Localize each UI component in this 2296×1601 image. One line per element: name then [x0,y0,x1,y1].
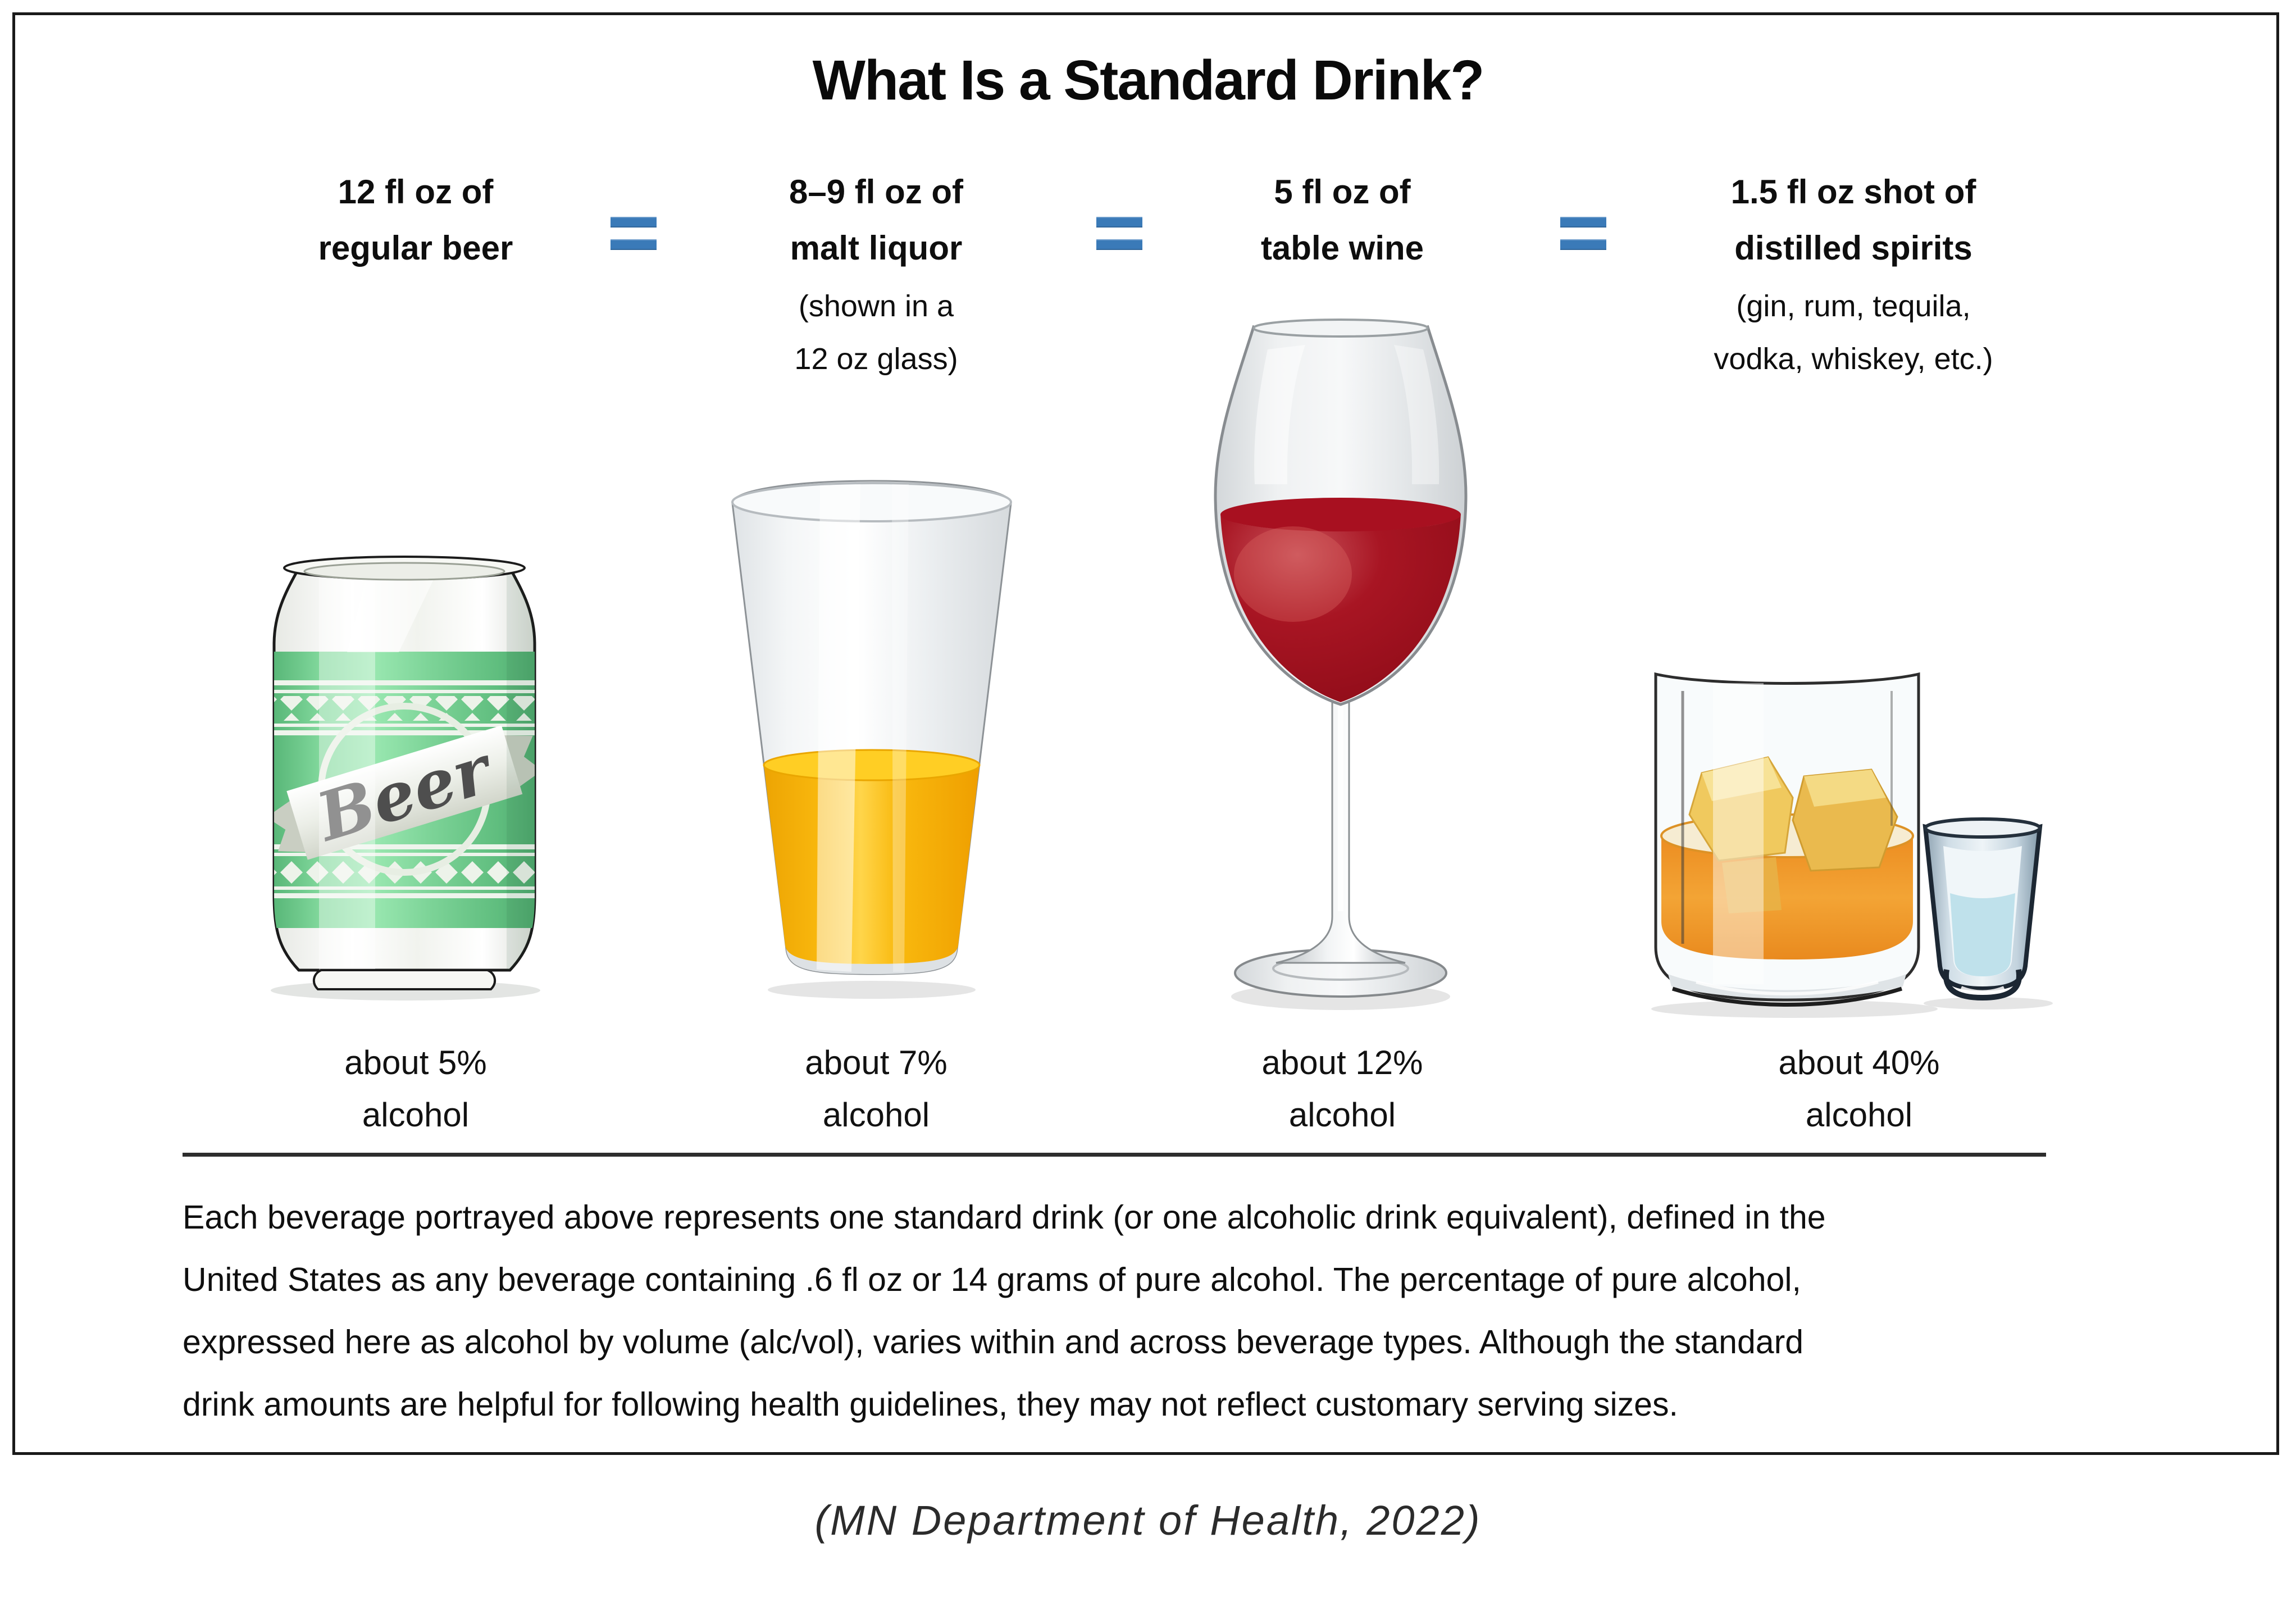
label-spirits-line1: about 40% [1778,1044,1940,1081]
header-beer-line2: regular beer [318,229,513,267]
page-title: What Is a Standard Drink? [812,49,1485,112]
label-wine-alcohol: about 12% alcohol [1157,1036,1528,1141]
shot-glass [1923,817,2043,1001]
malt-liquor-glass-illustration [731,480,1012,999]
label-beer-line1: about 5% [344,1044,487,1081]
header-distilled-spirits: 1.5 fl oz shot of distilled spirits [1640,164,2067,276]
equals-bar-top [1560,217,1606,228]
beer-can-illustration: Beer [271,556,540,1000]
body-text-line: expressed here as alcohol by volume (alc… [183,1323,1804,1361]
equals-bar-top [611,217,657,228]
label-malt-alcohol: about 7% alcohol [694,1036,1059,1141]
equals-icon [1560,217,1606,251]
note-malt-line2: 12 oz glass) [794,342,958,376]
label-wine-line2: alcohol [1288,1096,1396,1134]
header-beer-line1: 12 fl oz of [338,173,494,211]
header-beer: 12 fl oz of regular beer [236,164,595,276]
header-wine-line2: table wine [1260,229,1424,267]
label-spirits-line2: alcohol [1805,1096,1913,1134]
attribution-citation: (MN Department of Health, 2022) [814,1497,1482,1544]
header-wine-line1: 5 fl oz of [1274,173,1411,211]
equals-bar-bottom [1096,239,1142,250]
note-distilled-spirits: (gin, rum, tequila, vodka, whiskey, etc.… [1640,280,2067,385]
label-malt-line2: alcohol [822,1096,930,1134]
equals-bar-bottom [1560,239,1606,250]
equals-bar-bottom [611,239,657,250]
equals-icon [1096,217,1142,251]
body-paragraph: Each beverage portrayed above represents… [183,1186,2126,1436]
spirits-glasses-illustration [1651,672,2053,1018]
note-spirits-line1: (gin, rum, tequila, [1736,289,1971,323]
header-spirits-line2: distilled spirits [1734,229,1972,267]
equals-icon [611,217,657,251]
wine-glass-illustration [1214,319,1468,1010]
note-spirits-line2: vodka, whiskey, etc.) [1714,342,1993,376]
header-malt-liquor: 8–9 fl oz of malt liquor [694,164,1059,276]
body-text-line: drink amounts are helpful for following … [183,1386,1678,1423]
divider-line [183,1153,2046,1157]
label-beer-alcohol: about 5% alcohol [236,1036,595,1141]
body-text-line: United States as any beverage containing… [183,1261,1801,1298]
note-malt-liquor: (shown in a 12 oz glass) [694,280,1059,385]
label-beer-line2: alcohol [362,1096,470,1134]
header-malt-line1: 8–9 fl oz of [789,173,964,211]
equals-bar-top [1096,217,1142,228]
header-table-wine: 5 fl oz of table wine [1157,164,1528,276]
body-text-line: Each beverage portrayed above represents… [183,1199,1826,1236]
header-spirits-line1: 1.5 fl oz shot of [1730,173,1976,211]
note-malt-line1: (shown in a [798,289,954,323]
label-malt-line1: about 7% [805,1044,947,1081]
header-malt-line2: malt liquor [790,229,963,267]
label-wine-line1: about 12% [1261,1044,1423,1081]
label-spirits-alcohol: about 40% alcohol [1646,1036,2072,1141]
